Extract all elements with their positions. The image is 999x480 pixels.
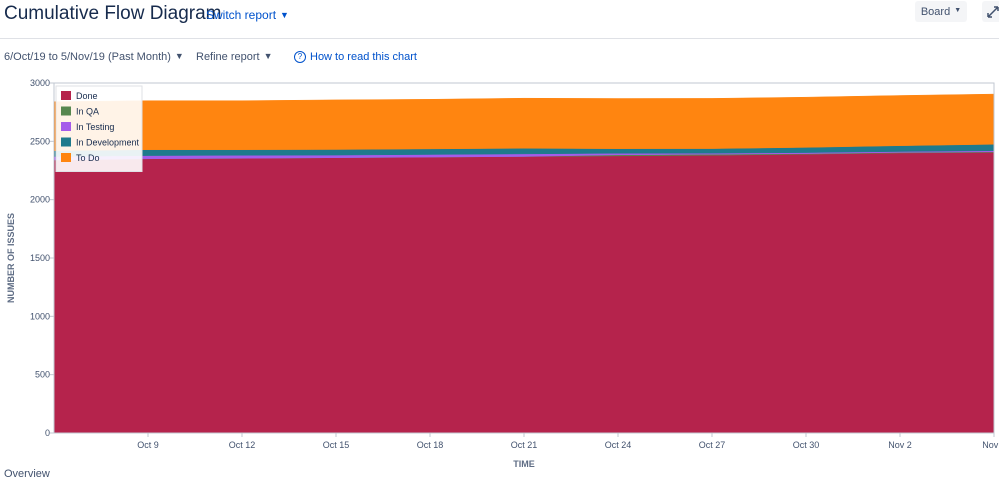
area-done[interactable] [53, 152, 995, 434]
y-tick-label: 0 [45, 428, 50, 438]
x-tick-label: Nov 2 [888, 440, 912, 450]
legend-swatch[interactable] [61, 106, 71, 116]
x-tick-label: Oct 18 [417, 440, 444, 450]
y-tick-label: 2500 [30, 136, 50, 146]
cumulative-flow-chart: 0 500 1000 1500 2000 2500 3000 Oct 9 Oct 12 Oct 1… [6, 78, 999, 468]
legend-swatch[interactable] [61, 153, 71, 162]
caret-down-icon: ▼ [954, 7, 962, 14]
date-range-dropdown[interactable]: 6/Oct/19 to 5/Nov/19 (Past Month) ▼ [4, 51, 184, 63]
y-tick-label: 2000 [30, 195, 50, 205]
legend-label[interactable]: In Development [76, 138, 140, 148]
overview-label: Overview [4, 468, 50, 480]
x-tick-label: Oct 27 [699, 440, 726, 450]
refine-report-label: Refine report [196, 51, 260, 63]
date-range-label: 6/Oct/19 to 5/Nov/19 (Past Month) [4, 51, 171, 63]
x-axis-title: TIME [513, 459, 535, 468]
x-tick-label: Oct 12 [229, 440, 256, 450]
y-tick-label: 500 [35, 370, 50, 380]
x-tick-label: Oct 24 [605, 440, 632, 450]
help-circle-icon: ? [294, 51, 306, 63]
legend-swatch[interactable] [61, 122, 71, 131]
page-title: Cumulative Flow Diagram [4, 3, 222, 24]
legend-label[interactable]: In QA [76, 107, 99, 117]
y-tick-label: 1500 [30, 253, 50, 263]
legend-label[interactable]: In Testing [76, 122, 114, 132]
how-to-read-label: How to read this chart [310, 51, 417, 63]
chevron-down-icon: ▼ [174, 51, 184, 61]
chevron-down-icon: ▼ [280, 10, 289, 20]
switch-report-label: Switch report [206, 8, 277, 22]
y-tick-label: 3000 [30, 78, 50, 88]
legend-label[interactable]: Done [76, 91, 98, 101]
y-tick-label: 1000 [30, 311, 50, 321]
switch-report-dropdown[interactable]: Switch report ▼ [206, 8, 289, 22]
legend-label[interactable]: To Do [76, 153, 100, 163]
how-to-read-link[interactable]: ? How to read this chart [294, 51, 417, 64]
legend-swatch[interactable] [61, 91, 71, 100]
report-header: Cumulative Flow Diagram Switch report ▼ B… [0, 0, 999, 39]
y-axis-title: NUMBER OF ISSUES [6, 213, 16, 303]
x-tick-label: Nov 5 [982, 440, 999, 450]
x-tick-label: Oct 9 [137, 440, 159, 450]
chevron-down-icon: ▼ [263, 51, 273, 61]
area-to-do[interactable] [53, 93, 995, 151]
x-tick-label: Oct 30 [793, 440, 820, 450]
x-tick-label: Oct 21 [511, 440, 538, 450]
board-button[interactable]: Board ▼ [915, 1, 967, 22]
expand-icon [987, 6, 999, 18]
expand-button[interactable] [982, 1, 999, 22]
legend-swatch[interactable] [61, 137, 71, 147]
refine-report-dropdown[interactable]: Refine report ▼ [196, 51, 273, 63]
x-tick-label: Oct 15 [323, 440, 350, 450]
board-button-label: Board [920, 5, 951, 18]
